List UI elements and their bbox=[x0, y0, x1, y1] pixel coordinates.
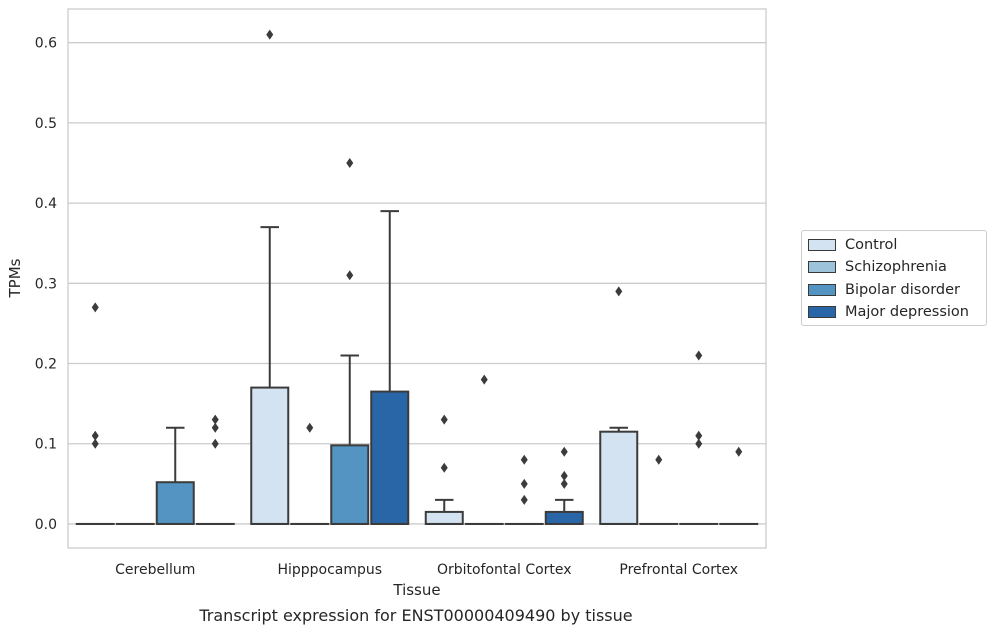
x-axis-label: Tissue bbox=[392, 581, 440, 599]
box-body bbox=[330, 444, 370, 525]
box bbox=[250, 226, 290, 525]
y-tick-label: 0.2 bbox=[35, 357, 57, 373]
y-tick-label: 0.4 bbox=[35, 196, 57, 212]
box bbox=[330, 354, 370, 525]
legend-swatch-major-depression bbox=[808, 306, 836, 318]
box-body bbox=[599, 430, 639, 525]
outlier-point bbox=[440, 462, 448, 473]
box-body bbox=[250, 386, 290, 525]
plot-frame bbox=[67, 8, 767, 549]
legend-item-major-depression: Major depression bbox=[808, 302, 969, 322]
box-body bbox=[424, 510, 464, 525]
box bbox=[370, 210, 410, 525]
box-body bbox=[155, 481, 195, 525]
legend-swatch-schizophrenia bbox=[808, 261, 836, 273]
box bbox=[155, 426, 195, 525]
y-tick-label: 0.6 bbox=[35, 36, 57, 52]
outlier-point bbox=[560, 478, 568, 489]
y-tick-label: 0.0 bbox=[35, 517, 57, 533]
outlier-point bbox=[560, 470, 568, 481]
outlier-point bbox=[91, 438, 99, 449]
box-body bbox=[370, 390, 410, 525]
fliers-layer bbox=[91, 29, 743, 505]
box bbox=[599, 426, 639, 525]
outlier-point bbox=[480, 374, 488, 385]
outlier-point bbox=[211, 414, 219, 425]
legend-swatch-bipolar-disorder bbox=[808, 284, 836, 296]
outlier-point bbox=[520, 478, 528, 489]
y-tick-label: 0.3 bbox=[35, 276, 57, 292]
outlier-point bbox=[266, 29, 274, 40]
outlier-point bbox=[695, 430, 703, 441]
y-axis-ticks: 0.0 0.1 0.2 0.3 0.4 0.5 0.6 bbox=[35, 36, 57, 533]
legend-item-control: Control bbox=[808, 235, 897, 255]
outlier-point bbox=[440, 414, 448, 425]
x-tick-label: Orbitofontal Cortex bbox=[437, 562, 572, 578]
y-axis-label: TPMs bbox=[6, 258, 24, 298]
outlier-point bbox=[520, 494, 528, 505]
legend-item-schizophrenia: Schizophrenia bbox=[808, 257, 947, 277]
x-axis-ticks: Cerebellum Hipppocampus Orbitofontal Corte… bbox=[115, 562, 738, 578]
outlier-point bbox=[211, 438, 219, 449]
legend-label: Major depression bbox=[845, 304, 969, 320]
outlier-point bbox=[560, 446, 568, 457]
outlier-point bbox=[735, 446, 743, 457]
outlier-point bbox=[655, 454, 663, 465]
box bbox=[544, 498, 584, 525]
y-tick-label: 0.5 bbox=[35, 116, 57, 132]
outlier-point bbox=[695, 350, 703, 361]
legend-label: Control bbox=[845, 237, 898, 253]
legend-label: Bipolar disorder bbox=[845, 282, 960, 298]
x-tick-label: Hipppocampus bbox=[277, 562, 382, 578]
outlier-point bbox=[346, 270, 354, 281]
chart-caption: Transcript expression for ENST0000040949… bbox=[199, 606, 633, 625]
outlier-point bbox=[695, 438, 703, 449]
plot-area-background bbox=[68, 9, 766, 548]
outlier-point bbox=[306, 422, 314, 433]
legend: Control Schizophrenia Bipolar disorder M… bbox=[801, 230, 987, 326]
x-tick-label: Prefrontal Cortex bbox=[619, 562, 738, 578]
outlier-point bbox=[211, 422, 219, 433]
outlier-point bbox=[346, 158, 354, 168]
legend-swatch-control bbox=[808, 239, 836, 251]
legend-label: Schizophrenia bbox=[845, 259, 947, 275]
x-tick-label: Cerebellum bbox=[115, 562, 195, 578]
outlier-point bbox=[91, 302, 99, 313]
outlier-point bbox=[615, 286, 623, 297]
legend-item-bipolar-disorder: Bipolar disorder bbox=[808, 280, 960, 300]
boxes-layer bbox=[75, 210, 759, 525]
box bbox=[424, 498, 464, 525]
outlier-point bbox=[520, 454, 528, 465]
box-body bbox=[544, 510, 584, 525]
outlier-point bbox=[91, 430, 99, 441]
y-tick-label: 0.1 bbox=[35, 437, 57, 453]
